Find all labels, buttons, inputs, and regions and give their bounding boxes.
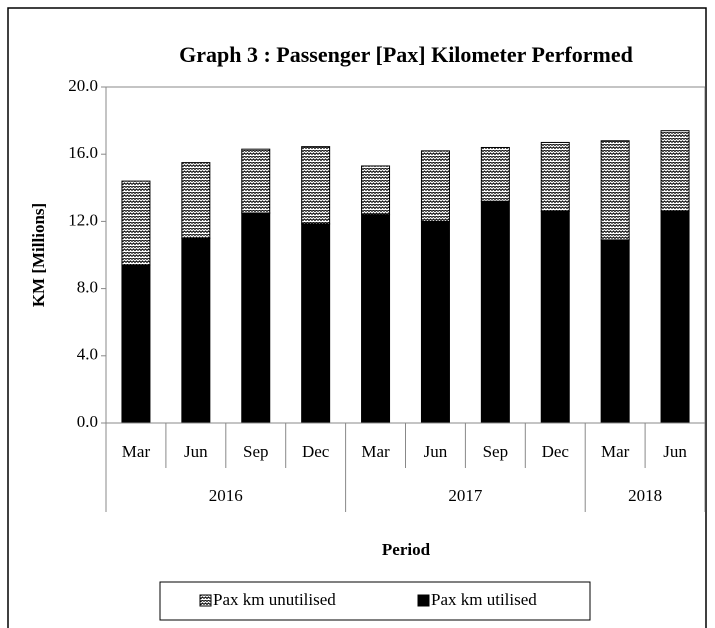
bar-segment [361, 165, 391, 216]
bar-segment [660, 130, 690, 212]
legend-swatch [417, 594, 430, 607]
x-tick-label: Jun [424, 442, 448, 461]
y-tick-label: 0.0 [77, 412, 98, 431]
chart-title: Graph 3 : Passenger [Pax] Kilometer Perf… [179, 42, 633, 67]
bar-segment [540, 210, 570, 424]
x-tick-label: Jun [184, 442, 208, 461]
legend-label: Pax km unutilised [213, 590, 336, 609]
bar-segment [540, 141, 570, 212]
bar-segment [361, 214, 391, 424]
y-tick-label: 16.0 [68, 143, 98, 162]
bar-segment [480, 200, 510, 424]
y-tick-label: 12.0 [68, 210, 98, 229]
x-tick-label: Sep [243, 442, 269, 461]
x-tick-label: Mar [122, 442, 151, 461]
frame [7, 7, 707, 628]
x-tick-label: Mar [601, 442, 630, 461]
legend-box [159, 581, 591, 621]
legend-label: Pax km utilised [431, 590, 537, 609]
bar-segment [241, 148, 271, 214]
x-tick-label: Mar [361, 442, 390, 461]
bar-segment [420, 150, 450, 222]
legend-swatch [199, 594, 212, 607]
y-axis-label: KM [Millions] [29, 203, 48, 307]
bar-segment [660, 210, 690, 424]
x-axis-label: Period [382, 540, 431, 559]
bar-segment [181, 237, 211, 424]
x-tick-label: Sep [483, 442, 509, 461]
bar-segment [480, 146, 510, 202]
group-label: 2017 [448, 486, 483, 505]
y-tick-label: 8.0 [77, 278, 98, 297]
bar-segment [301, 146, 331, 225]
x-tick-label: Dec [542, 442, 570, 461]
bar-segment [600, 239, 630, 424]
bar-segment [121, 264, 151, 424]
bar-segment [181, 162, 211, 239]
group-label: 2016 [209, 486, 243, 505]
bar-segment [121, 180, 151, 266]
bar-segment [420, 220, 450, 424]
bar-segment [301, 223, 331, 424]
x-tick-label: Dec [302, 442, 330, 461]
y-tick-label: 20.0 [68, 76, 98, 95]
group-label: 2018 [628, 486, 662, 505]
x-tick-label: Jun [663, 442, 687, 461]
y-tick-label: 4.0 [77, 345, 98, 364]
bar-segment [600, 140, 630, 241]
bar-segment [241, 212, 271, 424]
